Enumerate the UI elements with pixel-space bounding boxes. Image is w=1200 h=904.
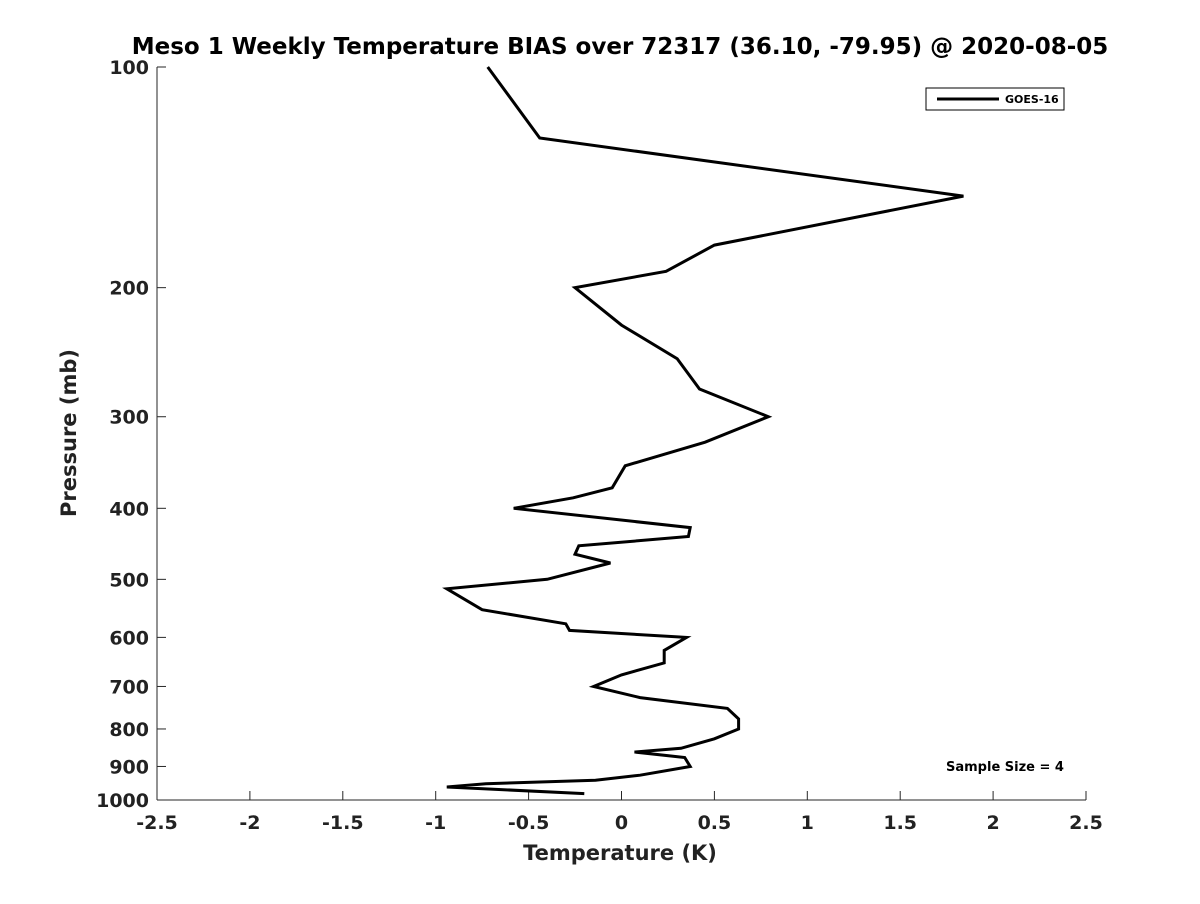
legend: GOES-16	[925, 87, 1065, 111]
y-tick-label: 900	[109, 756, 149, 778]
x-tick-label: -2.5	[136, 812, 178, 834]
y-tick-label: 500	[109, 569, 149, 591]
y-tick-label: 200	[109, 278, 149, 300]
sample-size-annotation: Sample Size = 4	[946, 760, 1064, 775]
y-tick-label: 700	[109, 676, 149, 698]
x-tick-label: -1.5	[322, 812, 364, 834]
x-axis-label: Temperature (K)	[523, 841, 717, 865]
x-tick-label: 2	[986, 812, 999, 834]
y-tick-label: 100	[109, 57, 149, 79]
y-tick-label: 400	[109, 498, 149, 520]
x-tick-label: 1.5	[883, 812, 917, 834]
y-axis-label: Pressure (mb)	[57, 349, 81, 517]
x-tick-label: -1	[425, 812, 446, 834]
x-tick-label: 0.5	[698, 812, 732, 834]
y-tick-label: 600	[109, 627, 149, 649]
x-tick-label: 2.5	[1069, 812, 1103, 834]
y-tick-label: 800	[109, 719, 149, 741]
plot-area	[157, 67, 1086, 800]
y-tick-label: 300	[109, 407, 149, 429]
y-tick-label: 1000	[96, 790, 149, 812]
series-line-goes-16	[442, 66, 964, 796]
x-tick-label: 1	[801, 812, 814, 834]
legend-label-goes-16: GOES-16	[1005, 93, 1059, 106]
x-tick-label: -0.5	[508, 812, 550, 834]
x-tick-label: 0	[615, 812, 628, 834]
axes: -2.5 -2 -1.5 -1 -0.5 0 0.5 1 1.5 2 2.5 100 200 300 400…	[96, 57, 1103, 834]
x-tick-label: -2	[239, 812, 260, 834]
series-layer	[442, 66, 964, 796]
chart-title: Meso 1 Weekly Temperature BIAS over 7231…	[132, 34, 1109, 60]
